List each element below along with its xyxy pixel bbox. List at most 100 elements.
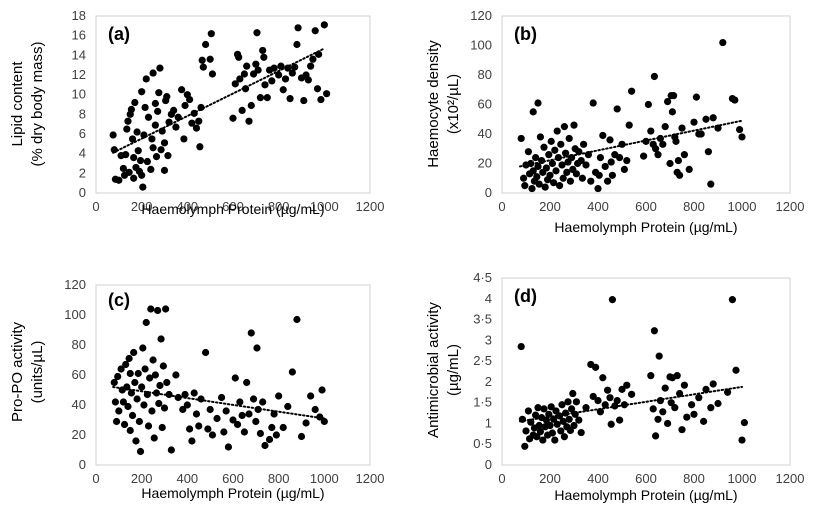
- y-tick-label: 2: [485, 374, 492, 389]
- data-point: [281, 75, 290, 83]
- data-point: [738, 133, 746, 141]
- data-point: [277, 62, 285, 70]
- y-tick-label: 40: [72, 397, 86, 412]
- data-point: [578, 174, 587, 182]
- data-point: [150, 434, 158, 442]
- data-point: [130, 174, 138, 182]
- x-tick-label: 1200: [356, 199, 385, 214]
- data-point: [111, 398, 120, 406]
- plot-area-d: [501, 277, 791, 466]
- data-point: [127, 389, 135, 397]
- data-point: [261, 441, 269, 450]
- data-point: [558, 401, 566, 409]
- data-point: [656, 396, 665, 405]
- data-point: [728, 296, 737, 304]
- data-point: [714, 399, 722, 408]
- data-point: [527, 159, 535, 168]
- data-point: [304, 76, 312, 84]
- data-point: [123, 383, 131, 391]
- data-point: [594, 396, 602, 405]
- data-point: [279, 86, 287, 94]
- data-point: [139, 183, 147, 191]
- data-point: [671, 404, 679, 412]
- data-point: [568, 154, 576, 162]
- data-point: [569, 389, 577, 398]
- data-point: [647, 127, 655, 135]
- data-point: [123, 125, 131, 133]
- data-point: [521, 182, 529, 190]
- data-point: [307, 62, 315, 70]
- y-axis-title: (x10²/µL): [445, 74, 462, 134]
- data-point: [620, 401, 629, 409]
- data-point: [125, 168, 133, 176]
- panel-label: (b): [514, 24, 537, 44]
- data-point: [320, 21, 328, 29]
- data-point: [109, 131, 117, 139]
- y-tick-label: 1·5: [473, 395, 492, 410]
- data-point: [115, 407, 123, 415]
- data-point: [254, 405, 262, 414]
- x-tick-label: 1200: [776, 471, 805, 486]
- data-point: [190, 109, 198, 117]
- y-tick-label: 16: [72, 28, 86, 43]
- data-point: [594, 184, 602, 193]
- data-point: [110, 146, 118, 154]
- data-point: [302, 419, 310, 427]
- data-point: [206, 55, 214, 63]
- data-point: [114, 372, 122, 381]
- data-point: [256, 429, 264, 438]
- y-axis-title: Pro-PO activity: [9, 321, 26, 422]
- data-point: [235, 53, 243, 61]
- data-point: [539, 436, 547, 444]
- y-tick-label: 1: [485, 415, 492, 430]
- x-tick-label: 200: [131, 199, 153, 214]
- data-point: [680, 381, 689, 389]
- data-point: [151, 371, 159, 379]
- data-point: [628, 87, 636, 95]
- data-point: [263, 94, 271, 102]
- data-point: [197, 395, 205, 403]
- x-tick-label: 400: [587, 471, 609, 486]
- data-point: [697, 130, 705, 138]
- data-point: [162, 305, 170, 313]
- data-point: [599, 374, 607, 382]
- data-point: [613, 105, 621, 113]
- data-point: [195, 117, 203, 125]
- x-tick-label: 1000: [310, 471, 339, 486]
- data-point: [607, 158, 615, 166]
- data-point: [142, 75, 150, 83]
- data-point: [181, 101, 189, 110]
- data-point: [311, 27, 319, 35]
- data-point: [133, 395, 141, 403]
- x-tick-label: 200: [539, 199, 561, 214]
- data-point: [545, 410, 553, 418]
- data-point: [147, 305, 155, 313]
- data-point: [224, 443, 233, 451]
- data-point: [577, 428, 585, 437]
- data-point: [188, 119, 196, 127]
- data-point: [608, 296, 617, 304]
- panel-label: (c): [108, 290, 130, 310]
- data-point: [540, 405, 548, 413]
- y-tick-label: 20: [478, 156, 492, 171]
- data-point: [125, 354, 133, 363]
- y-tick-label: 0: [79, 457, 86, 472]
- x-tick-label: 800: [683, 471, 705, 486]
- data-point: [236, 398, 244, 406]
- data-point: [136, 156, 145, 165]
- data-point: [141, 103, 149, 112]
- data-point: [647, 372, 655, 380]
- panel-c: 0 200 400 600 800 1000 1200 0 20 40 60 80 100 120 Haem…: [9, 277, 384, 501]
- data-point: [552, 167, 560, 175]
- data-point: [545, 151, 553, 159]
- data-point: [524, 407, 533, 415]
- data-point: [157, 335, 165, 343]
- y-tick-label: 18: [72, 8, 86, 23]
- data-point: [536, 428, 545, 436]
- y-tick-label: 0: [79, 185, 86, 200]
- data-point: [148, 407, 156, 415]
- data-point: [542, 164, 551, 172]
- data-point: [160, 139, 169, 147]
- x-tick-label: 1000: [728, 199, 757, 214]
- data-point: [541, 183, 549, 191]
